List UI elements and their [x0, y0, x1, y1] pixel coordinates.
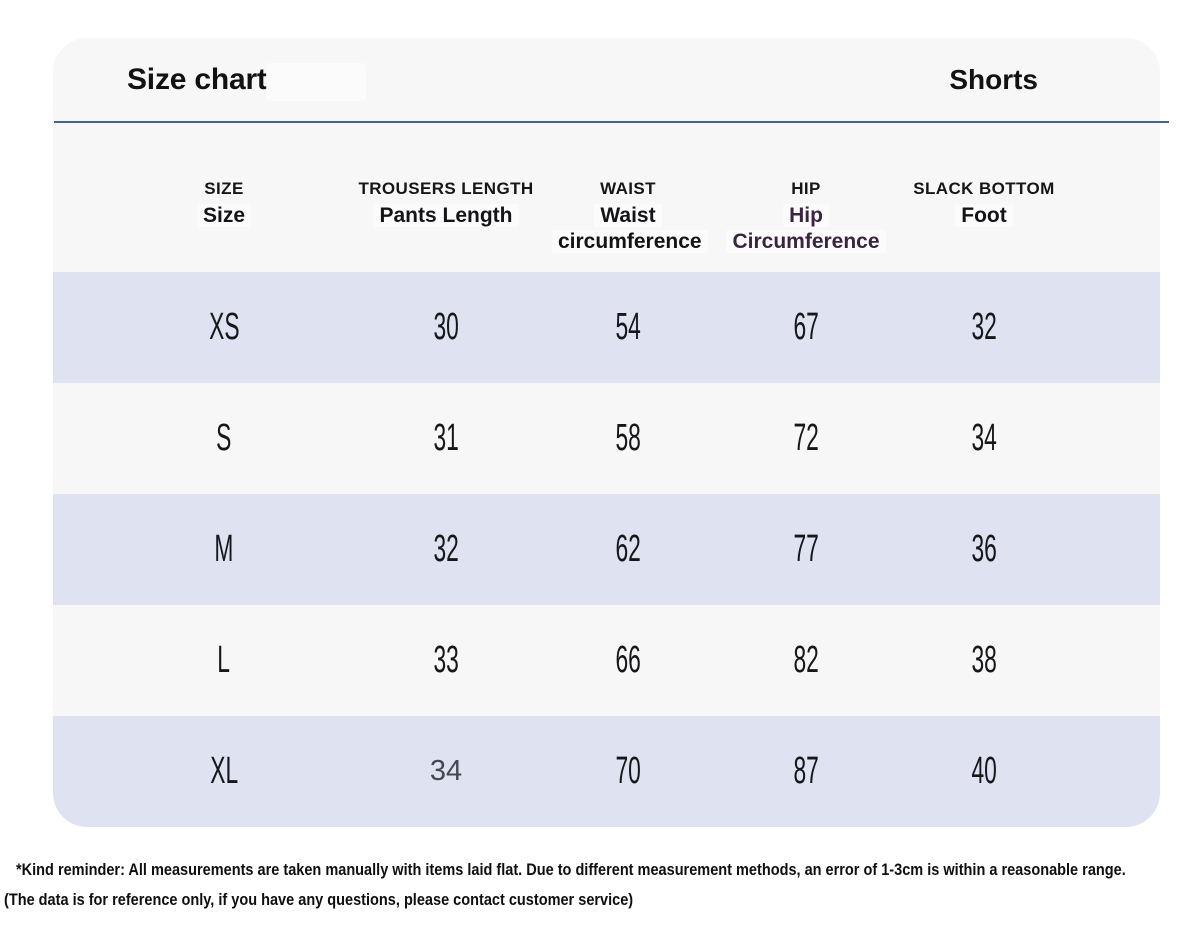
- column-header-en: SLACK BOTTOM: [913, 179, 1055, 198]
- size-cell: L: [108, 639, 340, 682]
- column-header: SLACK BOTTOM Foot: [908, 178, 1060, 272]
- measurement-value: 58: [615, 417, 641, 459]
- value-cell: 40: [908, 750, 1060, 793]
- value-cell: 32: [908, 306, 1060, 349]
- size-cell: XL: [108, 750, 340, 793]
- value-cell: 38: [908, 639, 1060, 682]
- column-header-line: circumference: [552, 229, 708, 255]
- size-label: L: [217, 639, 231, 681]
- column-header-en: HIP: [791, 179, 821, 198]
- size-label: XL: [210, 750, 238, 792]
- measurement-value: 40: [971, 750, 997, 792]
- table-body: XS 30 54 67 32 S 31 58 72 34 M 32 62 77 36 L 33 66 82 38 XL 3…: [53, 272, 1160, 827]
- column-header-en: WAIST: [600, 179, 656, 198]
- size-chart-card: Size chart Shorts SIZE Size TROUSERS LENGT…: [53, 38, 1169, 827]
- size-label: S: [216, 417, 232, 459]
- value-cell: 77: [704, 528, 908, 571]
- column-header-line-text: Size: [196, 204, 252, 227]
- table-row: XS 30 54 67 32: [53, 272, 1160, 383]
- measurement-value: 34: [971, 417, 997, 459]
- value-cell: 34: [908, 417, 1060, 460]
- table-row: L 33 66 82 38: [53, 605, 1160, 716]
- column-header-line: Circumference: [704, 229, 908, 255]
- size-cell: M: [108, 528, 340, 571]
- table-row: S 31 58 72 34: [53, 383, 1160, 494]
- measurement-value: 33: [433, 639, 459, 681]
- value-cell: 54: [552, 306, 704, 349]
- size-label: M: [214, 528, 234, 570]
- column-header-line: Size: [108, 203, 340, 229]
- column-header-line: Waist: [552, 203, 704, 229]
- size-cell: XS: [108, 306, 340, 349]
- measurement-value: 31: [433, 417, 459, 459]
- column-header-line-text: Hip: [783, 204, 829, 227]
- column-header-line: Hip: [704, 203, 908, 229]
- column-header-line-text: Circumference: [726, 230, 886, 253]
- column-header-translated: Size: [108, 203, 340, 229]
- footnote-line2: (The data is for reference only, if you …: [4, 891, 634, 909]
- measurement-value: 62: [615, 528, 641, 570]
- column-header-line-text: circumference: [552, 230, 708, 253]
- column-header-en: SIZE: [204, 179, 244, 198]
- value-cell: 36: [908, 528, 1060, 571]
- column-header-translated: Waist circumference: [552, 203, 708, 255]
- column-header-line: Pants Length: [340, 203, 552, 229]
- column-header-translated: Foot: [908, 203, 1060, 229]
- value-cell: 34: [340, 755, 552, 788]
- value-cell: 31: [340, 417, 552, 460]
- value-cell: 87: [704, 750, 908, 793]
- overlay-artifact: [266, 63, 366, 101]
- column-header-line-text: Pants Length: [373, 204, 519, 227]
- column-header: SIZE Size: [108, 178, 340, 272]
- column-header-line: Foot: [908, 203, 1060, 229]
- column-header-line-text: Waist: [594, 204, 662, 227]
- measurement-value: 54: [615, 306, 641, 348]
- measurement-value: 34: [429, 755, 463, 787]
- measurement-value: 32: [433, 528, 459, 570]
- value-cell: 32: [340, 528, 552, 571]
- measurement-value: 32: [971, 306, 997, 348]
- size-cell: S: [108, 417, 340, 460]
- measurement-value: 82: [793, 639, 819, 681]
- table-row: M 32 62 77 36: [53, 494, 1160, 605]
- value-cell: 72: [704, 417, 908, 460]
- column-header-line-text: Foot: [955, 204, 1013, 227]
- value-cell: 30: [340, 306, 552, 349]
- measurement-value: 77: [793, 528, 819, 570]
- measurement-value: 38: [971, 639, 997, 681]
- column-header-translated: Pants Length: [340, 203, 552, 229]
- column-header: HIP Hip Circumference: [704, 178, 908, 272]
- value-cell: 66: [552, 639, 704, 682]
- column-header-translated: Hip Circumference: [704, 203, 908, 255]
- measurement-value: 87: [793, 750, 819, 792]
- column-header-en: TROUSERS LENGTH: [358, 179, 534, 198]
- measurement-value: 70: [615, 750, 641, 792]
- measurement-value: 67: [793, 306, 819, 348]
- measurement-value: 72: [793, 417, 819, 459]
- value-cell: 70: [552, 750, 704, 793]
- column-header-row: SIZE Size TROUSERS LENGTH Pants Length WAIST…: [53, 121, 1160, 272]
- value-cell: 62: [552, 528, 704, 571]
- header-divider: [54, 121, 1169, 123]
- value-cell: 67: [704, 306, 908, 349]
- category-label: Shorts: [949, 63, 1038, 95]
- measurement-value: 66: [615, 639, 641, 681]
- card-header: Size chart Shorts: [53, 38, 1160, 121]
- measurement-value: 30: [433, 306, 459, 348]
- value-cell: 33: [340, 639, 552, 682]
- size-label: XS: [208, 306, 240, 348]
- table-row: XL 34 70 87 40: [53, 716, 1160, 827]
- value-cell: 58: [552, 417, 704, 460]
- value-cell: 82: [704, 639, 908, 682]
- measurement-value: 36: [971, 528, 997, 570]
- column-header: TROUSERS LENGTH Pants Length: [340, 178, 552, 272]
- footnote-line1: *Kind reminder: All measurements are tak…: [16, 861, 1126, 879]
- column-header: WAIST Waist circumference: [552, 178, 708, 272]
- page-title: Size chart: [127, 62, 267, 96]
